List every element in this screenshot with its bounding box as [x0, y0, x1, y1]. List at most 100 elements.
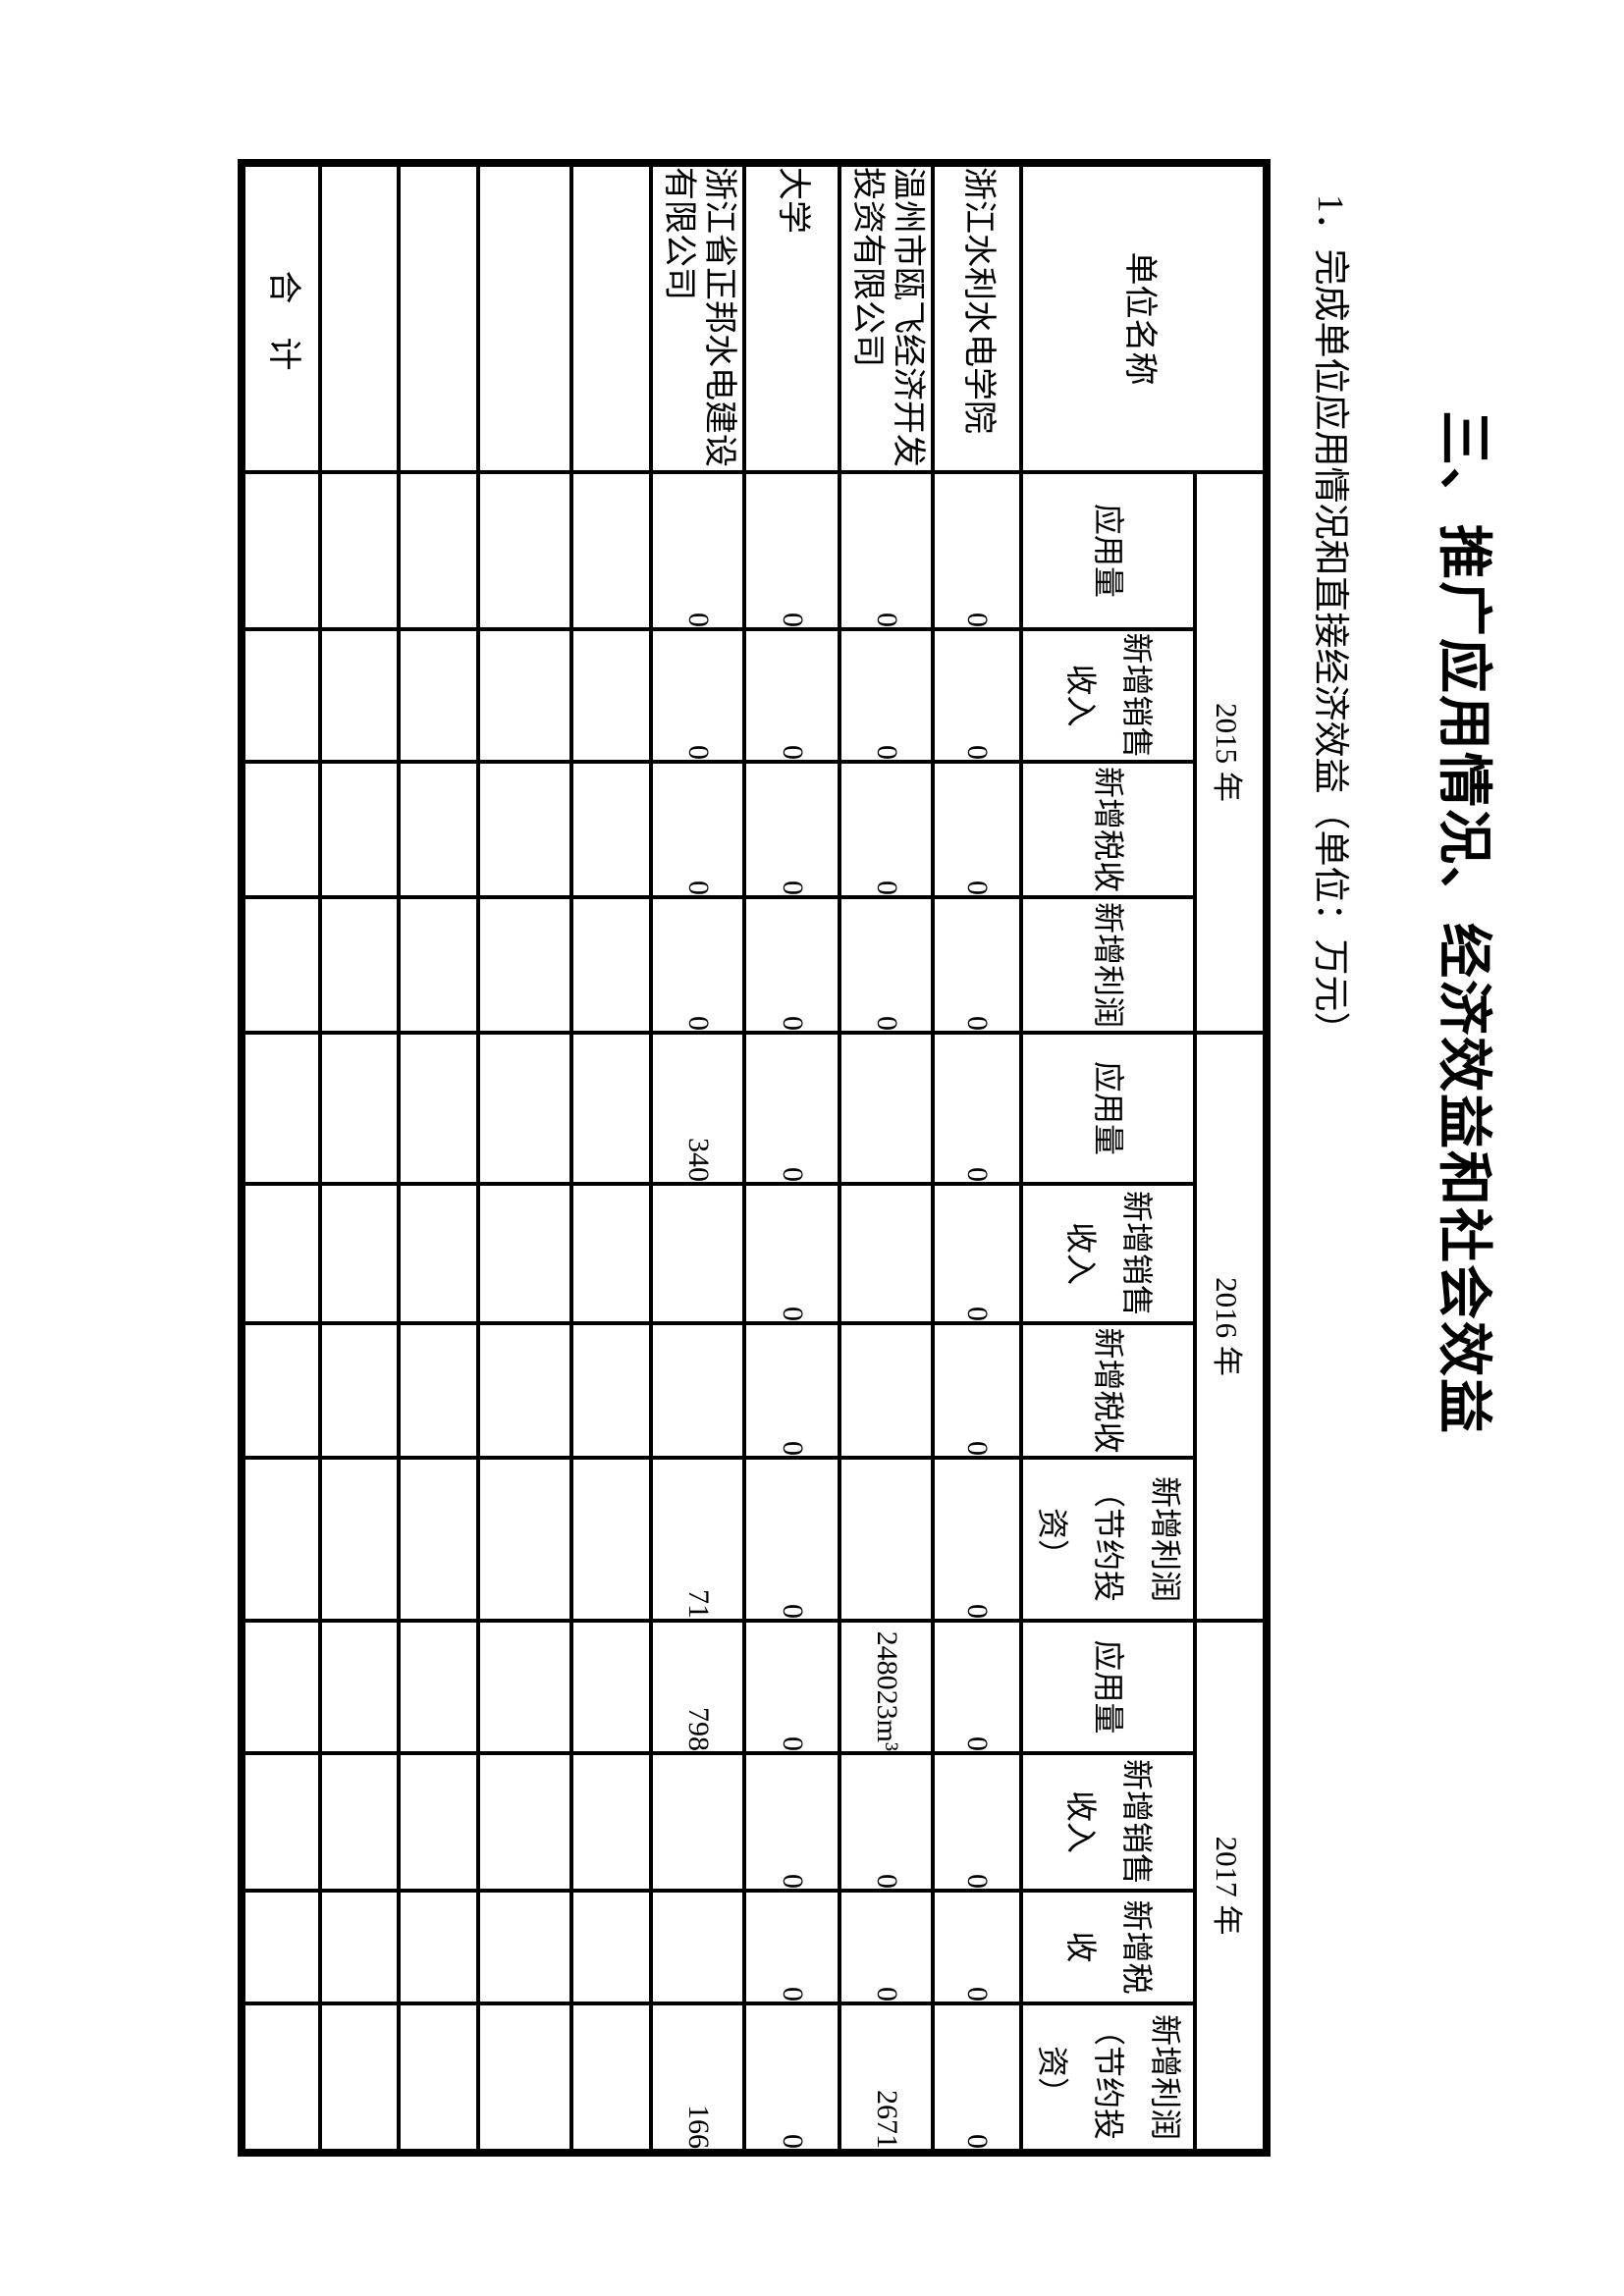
table-cell: [478, 2003, 572, 2153]
table-cell: [242, 1621, 321, 1753]
table-cell: [651, 1753, 745, 1891]
table-cell: 0: [744, 1753, 840, 1891]
table-cell: 0: [744, 2003, 840, 2153]
table-cell: 0: [744, 897, 840, 1033]
table-cell: 0: [839, 472, 934, 629]
table-cell: [320, 762, 400, 897]
table-cell: 340: [651, 1033, 745, 1184]
table-cell: [242, 629, 321, 762]
table-cell: [571, 762, 652, 897]
table-cell: [242, 472, 321, 629]
table-row: 温州市瓯飞经济开发投资有限公司 0 0 0 0 248023m³ 0 0 267…: [839, 163, 934, 2153]
header-metric: 新增利润（节约投资）: [1021, 2003, 1195, 2153]
table-row: [399, 163, 479, 2153]
table-cell: 0: [933, 1753, 1022, 1891]
table-cell: [399, 1184, 479, 1323]
table-cell: 0: [651, 762, 745, 897]
header-metric: 新增税收: [1021, 1891, 1195, 2003]
table-cell: 0: [744, 1458, 840, 1621]
table-cell: [242, 1891, 321, 2003]
table-cell: 0: [744, 762, 840, 897]
table-cell: [571, 1184, 652, 1323]
table-cell: [242, 1184, 321, 1323]
table-cell: [399, 1891, 479, 2003]
header-metric: 新增销售收入: [1021, 629, 1195, 762]
table-cell: [242, 897, 321, 1033]
table-cell: [839, 1184, 934, 1323]
header-year-2017: 2017 年: [1195, 1621, 1267, 2153]
table-cell: [399, 1033, 479, 1184]
table-cell: [242, 2003, 321, 2153]
table-cell: 0: [933, 897, 1022, 1033]
table-cell: 0: [839, 629, 934, 762]
table-cell: [571, 897, 652, 1033]
table-cell: [478, 1323, 572, 1458]
table-cell: 0: [744, 1891, 840, 2003]
table-cell: [399, 762, 479, 897]
table-cell: [242, 1323, 321, 1458]
table-cell: [399, 1323, 479, 1458]
table-cell: [571, 629, 652, 762]
table-cell: [571, 1621, 652, 1753]
section-title: 三、推广应用情况、经济效益和社会效益: [1434, 410, 1495, 1435]
table-cell: [399, 1458, 479, 1621]
table-cell: [571, 1323, 652, 1458]
table-cell: [320, 1184, 400, 1323]
table-cell: [839, 1323, 934, 1458]
table-cell: 0: [744, 1323, 840, 1458]
table-cell: [320, 1753, 400, 1891]
table-cell: 0: [651, 472, 745, 629]
unit-name-cell: 温州市瓯飞经济开发投资有限公司: [839, 163, 934, 472]
table-cell: [478, 897, 572, 1033]
unit-name-cell: [571, 163, 652, 472]
table-cell: [478, 1458, 572, 1621]
table-cell: [478, 1891, 572, 2003]
table-row: 浙江省正邦水电建设有限公司 0 0 0 0 340 71 798 166: [651, 163, 745, 2153]
table-cell: 0: [933, 1184, 1022, 1323]
table-cell: [320, 1891, 400, 2003]
header-metric: 应用量: [1021, 1621, 1195, 1753]
total-label-cell: 合 计: [242, 163, 321, 472]
table-cell: [651, 1323, 745, 1458]
table-cell: [320, 1033, 400, 1184]
table-cell: 0: [933, 1323, 1022, 1458]
table-cell: [399, 897, 479, 1033]
table-cell: [651, 1184, 745, 1323]
table-cell: [478, 1033, 572, 1184]
table-cell: [478, 472, 572, 629]
table-cell: [478, 1184, 572, 1323]
table-cell: 798: [651, 1621, 745, 1753]
table-cell: 0: [933, 1458, 1022, 1621]
header-metric: 应用量: [1021, 472, 1195, 629]
table-cell: 0: [744, 629, 840, 762]
table-cell: 0: [839, 762, 934, 897]
table-cell: 0: [933, 1891, 1022, 2003]
header-metric: 新增利润: [1021, 897, 1195, 1033]
unit-name-cell: [478, 163, 572, 472]
table-cell: [399, 1753, 479, 1891]
table-cell: [320, 629, 400, 762]
table-row: [571, 163, 652, 2153]
table-cell: 0: [744, 1621, 840, 1753]
header-metric: 新增利润（节约投资）: [1021, 1458, 1195, 1621]
unit-name-cell: [320, 163, 400, 472]
table-cell: [571, 472, 652, 629]
table-cell: 0: [933, 1621, 1022, 1753]
benefits-table: 单位名称 2015 年 2016 年 2017 年 应用量 新增销售收入 新增税…: [238, 159, 1271, 2157]
table-cell: [478, 762, 572, 897]
table-cell: 0: [933, 1033, 1022, 1184]
table-cell: 248023m³: [839, 1621, 934, 1753]
unit-name-cell: 大学: [744, 163, 840, 472]
table-row: 大学 0 0 0 0 0 0 0 0 0 0 0 0: [744, 163, 840, 2153]
header-metric: 新增销售收入: [1021, 1184, 1195, 1323]
table-cell: [651, 1891, 745, 2003]
table-cell: 0: [933, 762, 1022, 897]
table-cell: [320, 1458, 400, 1621]
table-row: [478, 163, 572, 2153]
table-cell: 0: [839, 897, 934, 1033]
table-cell: [399, 629, 479, 762]
table-cell: [320, 2003, 400, 2153]
header-metric: 新增销售收入: [1021, 1753, 1195, 1891]
table-cell: [571, 2003, 652, 2153]
